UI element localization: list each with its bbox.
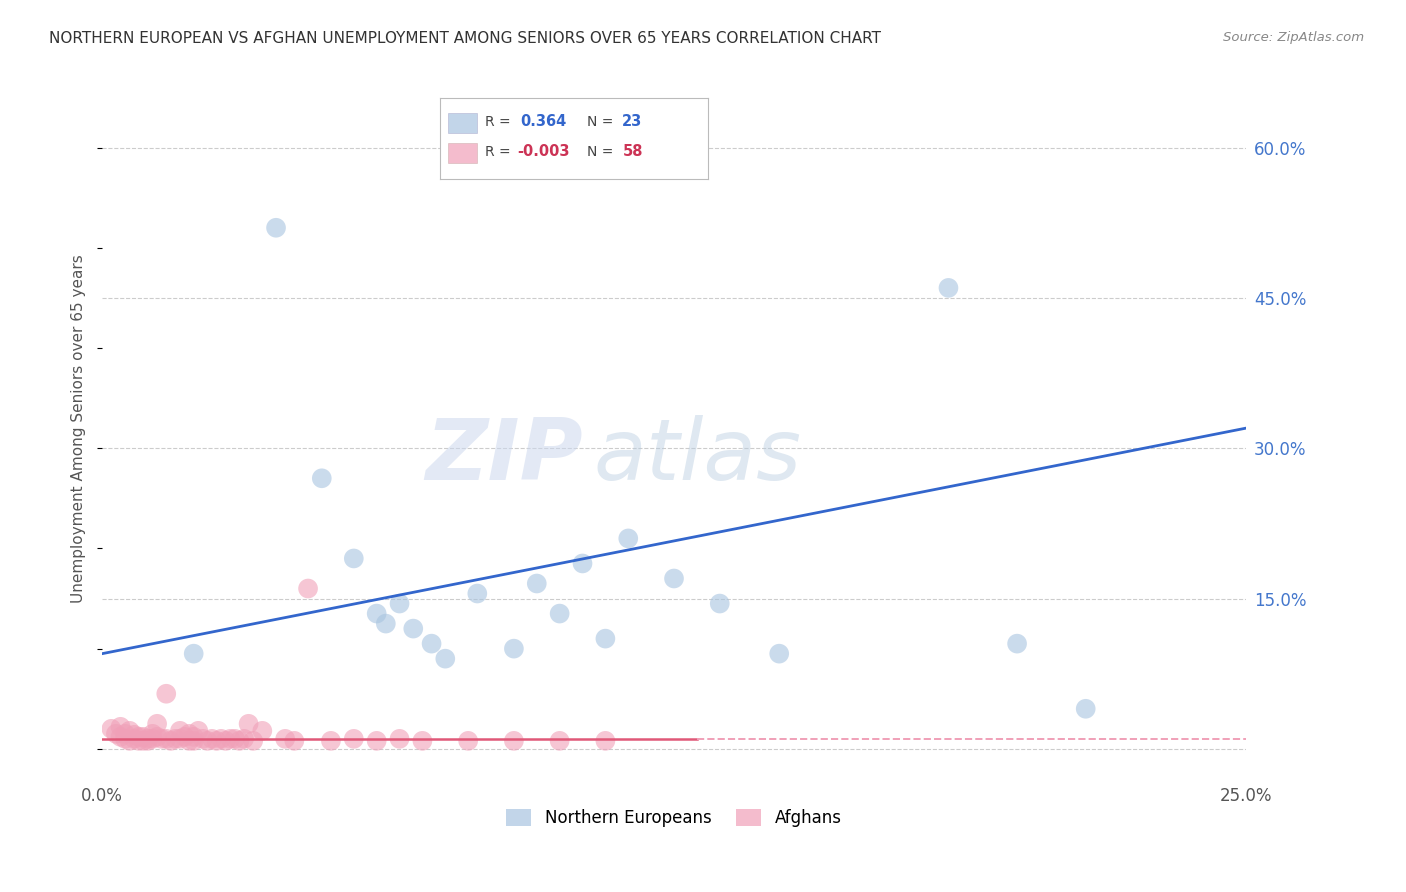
Point — [526, 576, 548, 591]
Point — [1074, 702, 1097, 716]
Point — [215, 734, 238, 748]
Point — [457, 734, 479, 748]
Point — [205, 734, 228, 748]
Point — [146, 730, 169, 744]
Point — [165, 731, 187, 746]
Point — [132, 734, 155, 748]
Point — [122, 728, 145, 742]
Point — [155, 731, 177, 746]
Point — [114, 731, 136, 746]
Point — [617, 532, 640, 546]
Point — [224, 731, 246, 746]
Point — [503, 734, 526, 748]
Point — [595, 734, 617, 748]
Point — [118, 734, 141, 748]
Text: Source: ZipAtlas.com: Source: ZipAtlas.com — [1223, 31, 1364, 45]
Point — [252, 723, 274, 738]
Point — [238, 716, 260, 731]
Point — [548, 734, 571, 748]
Point — [319, 734, 342, 748]
Point — [197, 734, 219, 748]
Point — [104, 727, 127, 741]
Text: atlas: atlas — [593, 415, 801, 498]
Point — [169, 731, 191, 746]
Point — [434, 651, 457, 665]
Text: ZIP: ZIP — [425, 415, 582, 498]
Point — [155, 687, 177, 701]
Point — [283, 734, 305, 748]
Point — [571, 557, 593, 571]
Point — [366, 607, 388, 621]
Point — [503, 641, 526, 656]
Point — [209, 731, 232, 746]
Point — [709, 597, 731, 611]
Point — [420, 637, 443, 651]
Point — [141, 731, 163, 746]
Point — [132, 730, 155, 744]
Point — [242, 734, 264, 748]
Point — [264, 220, 287, 235]
Point — [233, 731, 256, 746]
Point — [938, 281, 960, 295]
Text: NORTHERN EUROPEAN VS AFGHAN UNEMPLOYMENT AMONG SENIORS OVER 65 YEARS CORRELATION: NORTHERN EUROPEAN VS AFGHAN UNEMPLOYMENT… — [49, 31, 882, 46]
Point — [136, 734, 159, 748]
Point — [159, 734, 181, 748]
Point — [128, 730, 150, 744]
Y-axis label: Unemployment Among Seniors over 65 years: Unemployment Among Seniors over 65 years — [72, 254, 86, 603]
Point — [297, 582, 319, 596]
Point — [219, 731, 242, 746]
Point — [169, 723, 191, 738]
Point — [110, 730, 132, 744]
Point — [768, 647, 790, 661]
Point — [388, 731, 411, 746]
Point — [1005, 637, 1028, 651]
Point — [191, 731, 214, 746]
Point — [343, 551, 366, 566]
Point — [150, 731, 173, 746]
Point — [402, 622, 425, 636]
Point — [343, 731, 366, 746]
Point — [136, 731, 159, 746]
Point — [388, 597, 411, 611]
Point — [274, 731, 297, 746]
Point — [187, 723, 209, 738]
Point — [179, 734, 201, 748]
Point — [662, 572, 685, 586]
Point — [465, 586, 488, 600]
Point — [100, 722, 122, 736]
Point — [183, 730, 205, 744]
Point — [128, 734, 150, 748]
Point — [374, 616, 396, 631]
Point — [141, 727, 163, 741]
Point — [228, 734, 250, 748]
Point — [110, 720, 132, 734]
Point — [146, 716, 169, 731]
Point — [366, 734, 388, 748]
Point — [173, 730, 195, 744]
Point — [311, 471, 333, 485]
Point — [183, 647, 205, 661]
Point — [183, 734, 205, 748]
Legend: Northern Europeans, Afghans: Northern Europeans, Afghans — [499, 802, 848, 834]
Point — [118, 723, 141, 738]
Point — [179, 727, 201, 741]
Point — [122, 731, 145, 746]
Point — [201, 731, 224, 746]
Point — [548, 607, 571, 621]
Point — [411, 734, 433, 748]
Point — [595, 632, 617, 646]
Point — [114, 727, 136, 741]
